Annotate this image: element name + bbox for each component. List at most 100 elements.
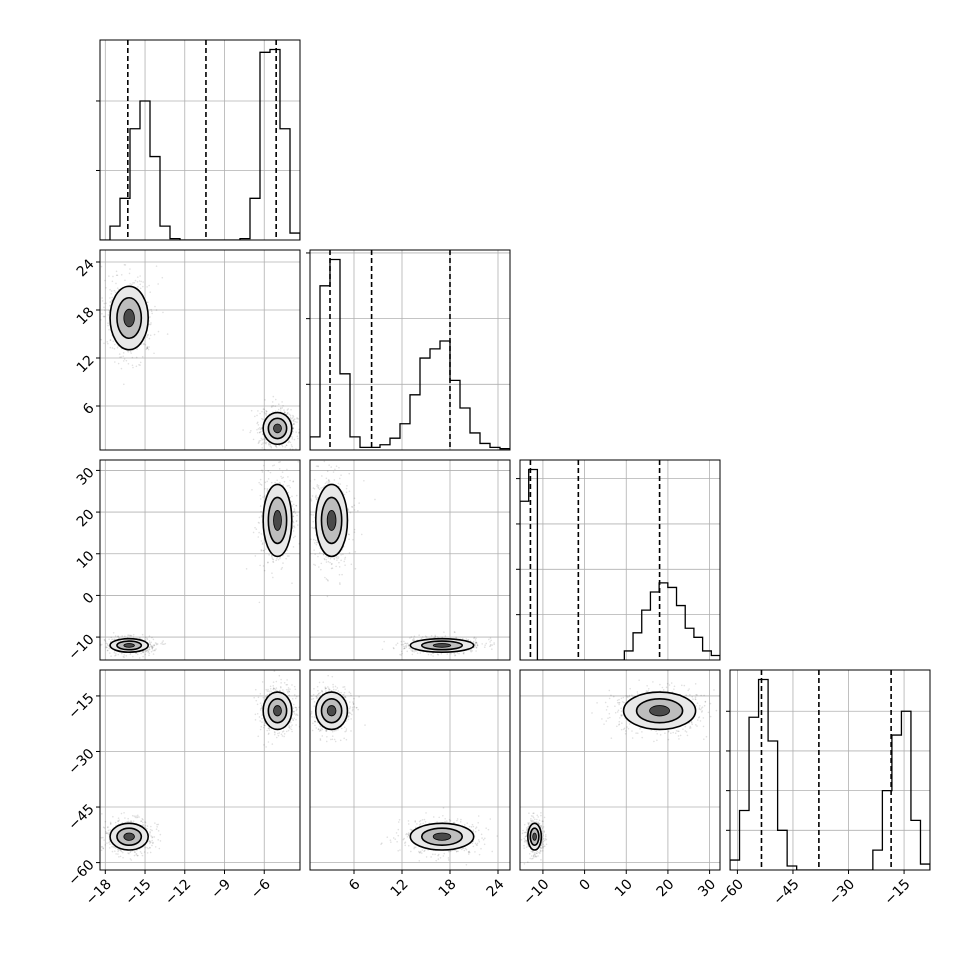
contour-1-3: [273, 423, 282, 434]
sample-point: [264, 442, 267, 444]
sample-point: [262, 464, 265, 467]
sample-point: [110, 822, 112, 825]
sample-point: [296, 514, 298, 517]
sample-point: [274, 405, 277, 408]
sample-point: [301, 417, 303, 419]
sample-point: [316, 541, 318, 544]
sample-point: [295, 519, 298, 522]
sample-point: [434, 636, 436, 638]
sample-point: [472, 829, 475, 831]
sample-point: [131, 814, 134, 817]
sample-point: [487, 828, 490, 831]
sample-point: [263, 569, 266, 572]
sample-point: [465, 864, 468, 866]
sample-point: [348, 552, 351, 554]
sample-point: [476, 644, 479, 647]
sample-point: [263, 438, 266, 440]
sample-point: [292, 419, 294, 422]
sample-point: [266, 729, 268, 732]
sample-point: [328, 480, 331, 483]
sample-point: [107, 826, 109, 828]
sample-point: [278, 467, 281, 470]
sample-point: [294, 535, 296, 538]
panel-frame-2-0: [99, 459, 301, 661]
sample-point: [259, 428, 262, 431]
sample-point: [287, 687, 290, 689]
sample-point: [475, 843, 478, 846]
sample-point: [318, 551, 321, 554]
sample-point: [261, 471, 264, 473]
sample-point: [353, 497, 356, 500]
sample-point: [442, 855, 445, 857]
sample-point: [96, 640, 98, 642]
sample-point: [454, 654, 456, 657]
sample-point: [471, 842, 474, 845]
sample-point: [344, 556, 347, 559]
sample-point: [146, 649, 148, 652]
sample-point: [148, 834, 151, 836]
sample-point: [270, 406, 273, 408]
sample-point: [293, 525, 296, 527]
sample-point: [130, 859, 133, 861]
sample-point: [146, 649, 149, 651]
sample-point: [112, 340, 115, 343]
sample-point: [321, 475, 323, 477]
sample-point: [403, 645, 405, 648]
sample-point: [154, 642, 157, 644]
sample-point: [253, 696, 255, 699]
sample-point: [307, 497, 309, 499]
sample-point: [468, 825, 471, 828]
sample-point: [270, 481, 273, 484]
sample-point: [295, 714, 297, 716]
histogram-1: [310, 250, 510, 450]
sample-point: [152, 646, 155, 648]
sample-point: [292, 511, 295, 513]
sample-point: [102, 826, 105, 829]
sample-point: [110, 655, 112, 657]
sample-point: [325, 578, 328, 580]
sample-point: [410, 850, 412, 853]
sample-point: [317, 465, 319, 468]
sample-point: [136, 816, 138, 819]
sample-point: [448, 818, 451, 821]
sample-point: [272, 395, 275, 398]
sample-point: [317, 465, 319, 467]
sample-point: [130, 820, 132, 822]
sample-point: [146, 334, 149, 337]
sample-point: [425, 636, 428, 638]
sample-point: [490, 639, 492, 642]
sample-point: [252, 438, 255, 441]
sample-point: [353, 528, 356, 531]
sample-point: [117, 362, 120, 365]
sample-point: [400, 640, 403, 643]
sample-point: [420, 852, 423, 854]
sample-point: [291, 717, 294, 720]
sample-point: [288, 555, 290, 557]
sample-point: [271, 405, 273, 407]
sample-point: [412, 638, 414, 641]
sample-point: [151, 312, 153, 315]
sample-point: [292, 427, 295, 430]
sample-point: [477, 829, 480, 832]
sample-point: [317, 555, 319, 558]
sample-point: [405, 646, 408, 649]
sample-point: [444, 817, 446, 820]
sample-point: [295, 494, 298, 497]
sample-point: [152, 841, 154, 844]
sample-point: [357, 509, 359, 512]
sample-point: [260, 533, 263, 535]
sample-point: [105, 302, 107, 305]
sample-point: [400, 650, 403, 653]
sample-point: [397, 828, 400, 831]
sample-point: [127, 852, 129, 854]
sample-point: [257, 735, 260, 738]
sample-point: [149, 643, 152, 645]
sample-point: [311, 526, 313, 529]
sample-point: [312, 520, 315, 523]
sample-point: [406, 642, 409, 645]
sample-point: [113, 347, 116, 350]
sample-point: [404, 842, 406, 844]
sample-point: [110, 638, 113, 641]
sample-point: [285, 683, 288, 686]
sample-point: [135, 853, 138, 856]
